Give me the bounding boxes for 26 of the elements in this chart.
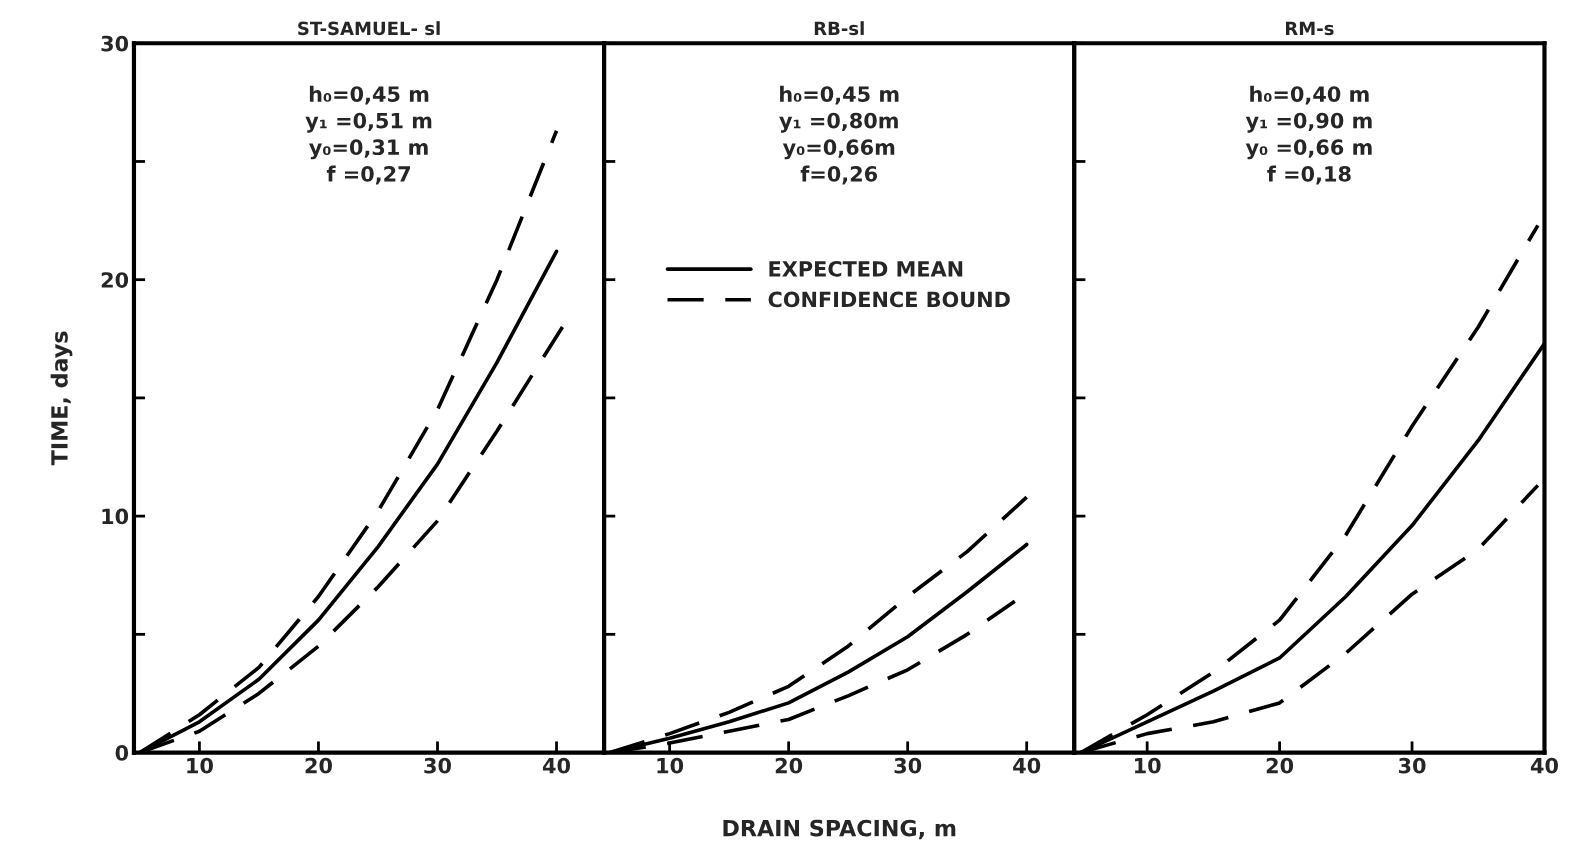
x-tick-label: 30 xyxy=(894,757,922,774)
x-tick-label: 40 xyxy=(1530,757,1558,774)
x-tick-label: 10 xyxy=(187,757,213,774)
legend-label: EXPECTED MEAN xyxy=(769,260,963,277)
annotation: h₀=0,45 m y₁ =0,80m y₀=0,66m f=0,26 xyxy=(779,85,899,185)
chart-title: ST-SAMUEL- sl xyxy=(298,21,440,36)
y-tick-label: 20 xyxy=(101,272,129,288)
x-tick-label: 20 xyxy=(775,757,803,774)
x-tick-label: 10 xyxy=(1135,757,1161,774)
chart-title: RM-s xyxy=(1286,21,1334,36)
x-tick-label: 40 xyxy=(542,757,571,774)
x-tick-label: 20 xyxy=(1266,757,1294,774)
y-tick-label: 0 xyxy=(115,745,129,761)
annotation: h₀=0,40 m y₁ =0,90 m y₀ =0,66 m f =0,18 xyxy=(1245,85,1372,185)
y-tick-label: 30 xyxy=(101,35,129,52)
x-tick-label: 30 xyxy=(424,757,451,774)
chart-title: RB-sl xyxy=(814,21,864,36)
legend-label: CONFIDENCE BOUND xyxy=(768,291,1010,308)
y-tick-label: 10 xyxy=(102,508,129,525)
x-axis-title: DRAIN SPACING, m xyxy=(723,819,956,840)
x-tick-label: 40 xyxy=(1013,757,1041,774)
y-axis-title: TIME, days xyxy=(50,331,73,466)
x-tick-label: 10 xyxy=(657,757,684,774)
x-tick-label: 30 xyxy=(1398,757,1426,774)
x-tick-label: 20 xyxy=(305,757,332,774)
annotation: h₀=0,45 m y₁ =0,51 m y₀=0,31 m f =0,27 xyxy=(305,85,432,185)
